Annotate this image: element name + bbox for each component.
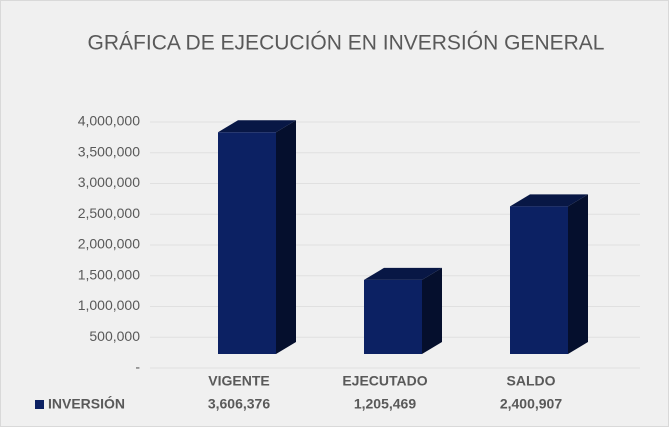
- data-table-value: 2,400,907: [500, 396, 562, 412]
- legend-label: INVERSIÓN: [48, 395, 125, 412]
- bar-top: [364, 267, 442, 280]
- legend-swatch: [35, 400, 44, 409]
- y-tick-label: 2,500,000: [78, 205, 140, 221]
- bar-side: [276, 120, 296, 354]
- bar: [218, 120, 296, 354]
- y-tick-label: 3,000,000: [78, 174, 140, 190]
- data-table-value: 3,606,376: [208, 396, 270, 412]
- bar: [364, 267, 442, 354]
- y-tick-label: -: [135, 359, 140, 375]
- x-tick-label: EJECUTADO: [342, 373, 427, 389]
- chart-title: GRÁFICA DE EJECUCIÓN EN INVERSIÓN GENERA…: [88, 32, 605, 55]
- y-tick-label: 1,000,000: [78, 297, 140, 313]
- y-tick-label: 1,500,000: [78, 266, 140, 282]
- bar: [510, 194, 588, 354]
- y-tick-label: 500,000: [89, 328, 140, 344]
- x-tick-label: SALDO: [507, 373, 556, 389]
- y-tick-label: 4,000,000: [78, 113, 140, 129]
- x-tick-label: VIGENTE: [208, 373, 269, 389]
- data-table-value: 1,205,469: [354, 396, 416, 412]
- bar-front: [218, 132, 276, 354]
- bar-front: [510, 206, 568, 354]
- y-tick-label: 2,000,000: [78, 236, 140, 252]
- bar-top: [510, 194, 588, 207]
- bar-top: [218, 120, 296, 133]
- bar-front: [364, 279, 422, 354]
- y-tick-label: 3,500,000: [78, 143, 140, 159]
- bar-side: [568, 194, 588, 354]
- bar-side: [422, 267, 442, 354]
